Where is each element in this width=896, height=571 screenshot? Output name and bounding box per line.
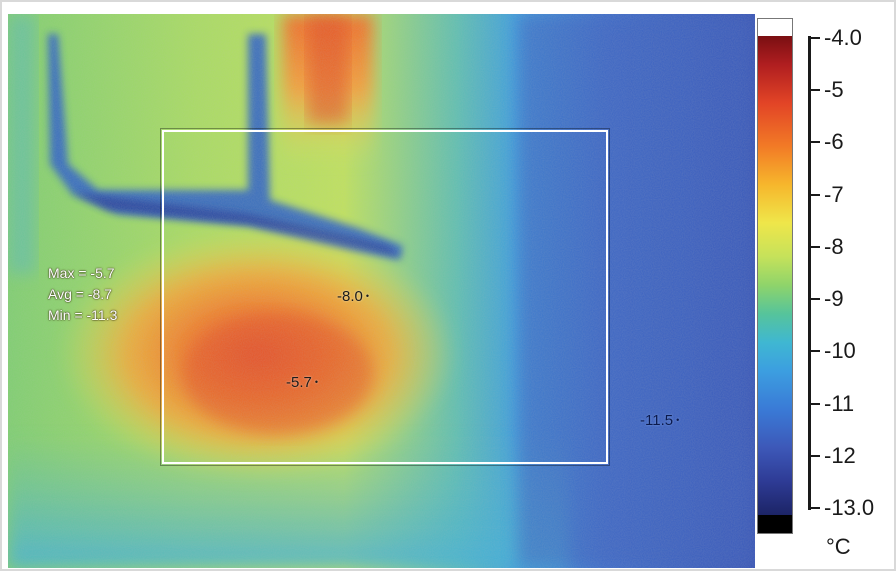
- spot-marker-icon: •: [365, 291, 370, 301]
- roi-avg-label: Avg = -8.7: [48, 286, 112, 302]
- scale-tick: [808, 245, 820, 248]
- roi-rectangle: [160, 128, 610, 466]
- scale-axis-line: [808, 36, 811, 510]
- scale-tick: [808, 507, 820, 509]
- scale-tick-label: -13.0: [824, 495, 875, 520]
- scale-unit: °C: [826, 534, 851, 559]
- scale-tick-label: -8: [824, 233, 844, 259]
- scale-tick-label: -4.0: [824, 25, 862, 50]
- scale-tick: [808, 454, 820, 457]
- scale-tick-label: -11: [824, 390, 855, 416]
- scale-tick: [808, 89, 820, 92]
- spot-marker-icon: •: [676, 415, 680, 425]
- spot-center-value: -8.0: [337, 288, 363, 305]
- thermal-image: Max = -5.7 Avg = -8.7 Min = -11.3 -5.7 • -8…: [8, 14, 755, 568]
- scale-tick: [808, 193, 820, 196]
- scale-tick-label: -12: [824, 442, 856, 468]
- spot-marker-icon: •: [314, 377, 319, 387]
- scale-tick-label: -7: [824, 181, 844, 207]
- scale-tick-label: -10: [824, 338, 856, 364]
- scale-tick: [808, 298, 820, 301]
- scale-tick: [808, 141, 820, 144]
- scale-overflow-cap: [758, 19, 792, 36]
- scale-tick-label: -9: [824, 286, 844, 312]
- spot-cold-reading: -11.5 •: [640, 412, 679, 429]
- scale-gradient: [758, 36, 792, 515]
- spot-max-value: -5.7: [286, 374, 312, 391]
- roi-max-label: Max = -5.7: [48, 265, 115, 281]
- spot-cold-value: -11.5: [640, 412, 674, 429]
- scale-tick-label: -6: [824, 129, 844, 155]
- roi-min-label: Min = -11.3: [48, 307, 118, 323]
- roi-statistics: Max = -5.7 Avg = -8.7 Min = -11.3: [48, 263, 117, 326]
- spot-max-reading: -5.7 •: [286, 374, 318, 391]
- scale-tick: [808, 350, 820, 353]
- scale-tick: [808, 402, 820, 405]
- scale-underflow-cap: [758, 515, 792, 533]
- color-scale-bar: [757, 18, 793, 534]
- thermal-field: [8, 14, 755, 568]
- scale-tick: [808, 37, 820, 39]
- spot-center-reading: -8.0 •: [337, 288, 369, 305]
- scale-tick-label: -5: [824, 77, 844, 103]
